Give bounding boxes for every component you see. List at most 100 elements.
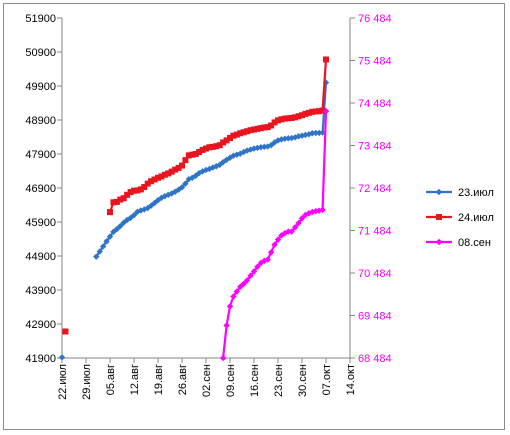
data-point	[182, 157, 189, 164]
data-point	[206, 144, 213, 151]
data-point	[161, 192, 169, 200]
left-axis-tick-label: 46900	[25, 183, 56, 195]
data-point	[168, 168, 175, 175]
series-layer	[58, 56, 330, 362]
x-axis-tick-label: 19.авг	[153, 364, 165, 395]
data-point	[250, 145, 258, 152]
data-point	[172, 166, 179, 173]
data-point	[251, 126, 257, 133]
data-point	[312, 129, 319, 137]
data-point	[171, 188, 179, 195]
data-point	[230, 293, 237, 300]
left-axis-tick-label: 43900	[25, 285, 56, 297]
data-point	[319, 206, 326, 214]
data-point	[267, 141, 275, 149]
x-axis-tick-label: 07.окт	[321, 364, 333, 395]
data-point	[319, 107, 326, 114]
legend-marker	[435, 188, 443, 196]
data-point	[185, 175, 193, 183]
data-point	[220, 139, 227, 146]
data-point	[96, 248, 103, 255]
data-point	[309, 208, 316, 216]
left-axis-tick-label: 42900	[25, 319, 56, 331]
data-point	[275, 117, 281, 124]
series-line	[222, 111, 328, 359]
legend-item: 23.июл	[426, 187, 494, 199]
x-axis-tick-label: 29.июл	[81, 364, 93, 400]
data-point	[209, 164, 217, 171]
right-axis-tick-label: 75 484	[358, 56, 392, 68]
legend-marker	[436, 214, 442, 220]
data-point	[288, 228, 295, 235]
data-point	[223, 322, 230, 329]
series-24.июл	[62, 56, 329, 335]
data-point	[264, 256, 271, 263]
right-axis-tick-label: 70 484	[358, 268, 392, 280]
data-point	[257, 125, 264, 132]
data-point	[295, 219, 302, 227]
data-point	[243, 277, 251, 284]
legend-label: 23.июл	[458, 187, 494, 199]
legend-marker	[435, 238, 443, 246]
data-point	[209, 143, 216, 150]
data-point	[103, 238, 110, 245]
data-point	[254, 263, 261, 270]
data-point	[268, 122, 275, 129]
right-axis-tick-label: 73 484	[358, 141, 392, 153]
data-point	[134, 187, 141, 194]
data-point	[161, 171, 168, 178]
data-point	[233, 288, 241, 295]
data-point	[165, 170, 172, 177]
data-point	[281, 115, 288, 122]
data-point	[322, 108, 330, 115]
data-point	[292, 114, 299, 121]
line-chart: 41900 42900 43900 44900 45900 46900 47900 48900…	[25, 13, 494, 400]
data-point	[240, 280, 247, 287]
data-point	[141, 183, 148, 190]
left-axis-tick-label: 51900	[25, 13, 56, 25]
data-point	[261, 124, 268, 131]
data-point	[285, 228, 292, 235]
x-axis-tick-label: 23.сен	[273, 364, 285, 397]
right-axis-tick-label: 71 484	[358, 226, 392, 238]
data-point	[189, 151, 196, 158]
data-point	[309, 108, 316, 115]
data-point	[93, 253, 100, 260]
data-point	[219, 158, 227, 166]
data-point	[240, 129, 247, 136]
left-axis-tick-label: 49900	[25, 81, 56, 93]
x-axis-tick-label: 14.окт	[345, 364, 357, 395]
data-point	[278, 116, 285, 123]
data-point	[127, 189, 134, 196]
x-axis-tick-label: 09.сен	[225, 364, 237, 397]
left-axis-tick-label: 48900	[25, 115, 56, 127]
data-point	[117, 196, 124, 203]
data-point	[110, 199, 117, 206]
data-point	[192, 151, 199, 157]
legend-item: 24.июл	[426, 212, 494, 224]
data-point	[144, 180, 151, 187]
data-point	[223, 137, 230, 144]
data-point	[144, 204, 151, 212]
data-point	[267, 249, 275, 256]
data-point	[271, 119, 278, 126]
data-point	[291, 224, 299, 231]
data-point	[199, 146, 206, 153]
data-point	[137, 186, 144, 193]
data-point	[158, 173, 165, 180]
data-point	[299, 112, 305, 119]
data-point	[131, 187, 137, 194]
data-point	[179, 162, 185, 169]
legend-label: 24.июл	[458, 212, 494, 224]
data-point	[271, 241, 278, 248]
data-point	[124, 191, 131, 198]
series-23.июл	[58, 79, 330, 361]
left-axis-tick-label: 44900	[25, 251, 56, 263]
left-axis-tick-label: 47900	[25, 149, 56, 161]
data-point	[302, 110, 309, 117]
series-08.сен	[219, 108, 330, 362]
data-point	[295, 113, 302, 120]
x-axis-tick-label: 30.сен	[297, 364, 309, 397]
data-point	[219, 354, 227, 362]
data-point	[257, 144, 265, 151]
